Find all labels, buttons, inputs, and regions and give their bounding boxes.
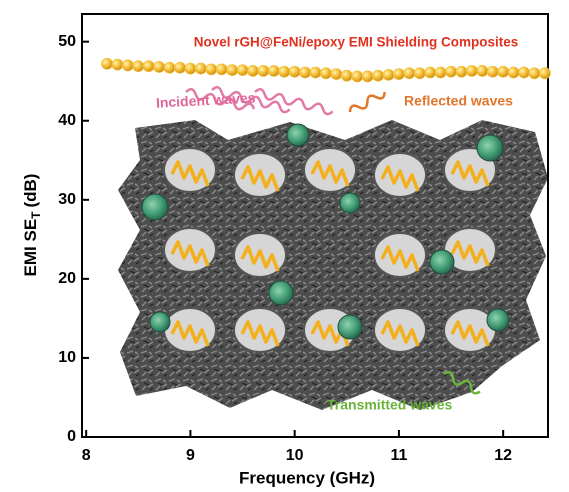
- y-tick-label: 20: [58, 270, 76, 287]
- data-bead: [456, 66, 467, 77]
- data-bead: [206, 64, 217, 75]
- data-bead: [487, 66, 498, 77]
- y-axis-label: EMI SET (dB): [21, 174, 43, 277]
- data-bead: [518, 67, 529, 78]
- y-tick-label: 30: [58, 191, 76, 208]
- data-bead: [414, 68, 425, 79]
- annotation-transmitted: Transmitted waves: [327, 397, 452, 413]
- data-bead: [393, 68, 404, 79]
- data-bead: [112, 59, 123, 70]
- data-bead: [529, 68, 540, 79]
- y-label-main: EMI SE: [21, 219, 40, 277]
- data-bead: [195, 63, 206, 74]
- data-bead: [174, 62, 185, 73]
- particle: [142, 194, 168, 220]
- data-bead: [268, 65, 279, 76]
- data-bead: [154, 61, 165, 72]
- data-bead: [435, 67, 446, 78]
- chart: Incident wavesReflected wavesTransmitted…: [0, 0, 569, 492]
- particle: [487, 309, 509, 331]
- data-bead: [310, 67, 321, 78]
- data-bead: [227, 65, 238, 76]
- data-bead: [498, 66, 509, 77]
- particle: [477, 135, 503, 161]
- y-tick-label: 40: [58, 112, 76, 129]
- data-bead: [362, 71, 373, 82]
- chart-title: Novel rGH@FeNi/epoxy EMI Shielding Compo…: [194, 35, 518, 50]
- data-bead: [101, 58, 112, 69]
- particle: [340, 193, 360, 213]
- y-label-unit: (dB): [21, 174, 40, 208]
- y-tick-label: 0: [67, 428, 76, 445]
- data-bead: [258, 65, 269, 76]
- annotation-reflected: Reflected waves: [404, 93, 513, 109]
- particle: [150, 312, 170, 332]
- x-tick-label: 10: [286, 447, 304, 464]
- data-bead: [122, 60, 133, 71]
- data-bead: [320, 68, 331, 79]
- x-tick-label: 12: [494, 447, 512, 464]
- data-bead: [289, 66, 300, 77]
- particle: [269, 281, 293, 305]
- y-label-sub: T: [29, 211, 43, 219]
- data-bead: [216, 64, 227, 75]
- data-bead: [477, 65, 488, 76]
- data-bead: [237, 65, 248, 76]
- data-bead: [185, 63, 196, 74]
- particle: [430, 250, 454, 274]
- data-bead: [279, 66, 290, 77]
- data-bead: [508, 67, 519, 78]
- data-bead: [404, 68, 415, 79]
- y-tick-label: 50: [58, 33, 76, 50]
- wave-curve: [348, 89, 387, 116]
- data-bead: [299, 67, 310, 78]
- particle: [338, 315, 362, 339]
- data-bead: [445, 66, 456, 77]
- data-bead: [341, 70, 352, 81]
- data-bead: [539, 68, 550, 79]
- x-tick-label: 8: [82, 447, 91, 464]
- data-bead: [164, 62, 175, 73]
- data-bead: [352, 71, 363, 82]
- x-axis-label: Frequency (GHz): [239, 468, 375, 487]
- data-bead: [331, 68, 342, 79]
- wave-curve: [254, 88, 334, 115]
- particle: [287, 124, 309, 146]
- y-tick-label: 10: [58, 349, 76, 366]
- data-bead: [143, 61, 154, 72]
- data-bead: [133, 61, 144, 72]
- x-tick-label: 9: [186, 447, 195, 464]
- x-tick-label: 11: [390, 447, 407, 464]
- data-bead: [466, 65, 477, 76]
- data-bead: [425, 67, 436, 78]
- data-bead: [383, 69, 394, 80]
- data-bead: [372, 70, 383, 81]
- data-bead: [247, 65, 258, 76]
